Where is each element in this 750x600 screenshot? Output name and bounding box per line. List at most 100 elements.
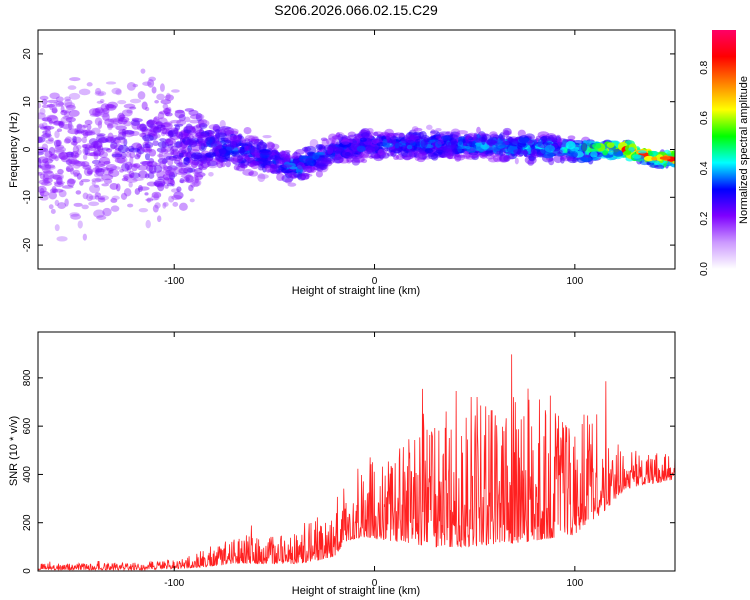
spectrogram-cell <box>352 157 365 163</box>
spectrogram-cell <box>254 152 261 159</box>
spectrogram-cell <box>236 165 246 172</box>
spectrogram-cell <box>271 149 278 156</box>
spectrogram-cell <box>398 132 405 138</box>
spectrogram-cell <box>125 151 132 158</box>
spectrogram-cell <box>243 127 252 135</box>
spectrogram-cell <box>123 120 132 127</box>
spectrogram-cell <box>168 171 176 180</box>
spectrogram-cell <box>406 144 413 150</box>
spectrogram-cell <box>60 116 73 123</box>
spectrogram-cell <box>287 182 297 187</box>
spectrogram-cell <box>148 148 157 157</box>
spectrogram-cell <box>284 178 293 184</box>
spectrogram-cell <box>75 130 83 135</box>
spectrogram-cell <box>106 168 114 172</box>
spectrogram-cell <box>208 124 220 130</box>
spectrogram-cell <box>190 181 196 188</box>
spectrogram-cell <box>63 110 70 118</box>
y-tick-label: -20 <box>22 237 33 252</box>
spectrogram-cell <box>154 202 161 209</box>
spectrogram-cell <box>120 151 127 160</box>
spectrogram-cell <box>123 175 129 181</box>
spectrogram-cell <box>64 101 76 109</box>
spectrogram-cell <box>99 111 110 118</box>
spectrogram-cell <box>256 157 266 162</box>
spectrogram-cell <box>40 181 53 187</box>
spectrogram-cell <box>41 98 48 105</box>
spectrogram-cell <box>86 123 92 131</box>
spectrogram-cell <box>95 169 106 173</box>
spectrogram-cell <box>624 150 632 155</box>
spectrogram-cell <box>121 109 133 117</box>
spectrogram-cell <box>58 189 67 198</box>
spectrogram-cell <box>164 94 174 101</box>
spectrogram-cell <box>177 162 184 168</box>
spectrogram-cell <box>206 160 218 167</box>
y-tick-label: -10 <box>22 190 33 205</box>
spectrogram-cell <box>159 127 170 135</box>
spectrogram-cell <box>82 129 89 138</box>
spectrogram-cell <box>590 151 598 158</box>
spectrogram-cell <box>247 138 257 142</box>
spectrogram-cell <box>91 180 96 186</box>
spectrogram-cell <box>176 119 187 126</box>
spectrogram-cell <box>122 174 133 179</box>
spectrogram-cell <box>145 107 150 112</box>
x-tick-label: -100 <box>164 276 184 287</box>
spectrogram-cell <box>141 101 148 110</box>
spectrogram-cell <box>64 198 69 207</box>
spectrogram-cell <box>105 164 118 171</box>
spectrogram-cell <box>587 148 599 152</box>
colorbar-tick-label: 0.6 <box>699 111 710 125</box>
spectrogram-cell <box>65 151 74 158</box>
spectrogram-cell <box>115 183 121 192</box>
spectrogram-cell <box>190 162 198 169</box>
x-tick-label: -100 <box>164 578 184 589</box>
spectrogram-cell <box>164 176 170 181</box>
spectrogram-cell <box>49 188 59 194</box>
spectrogram-cell <box>170 149 180 156</box>
spectrogram-cell <box>151 191 162 199</box>
spectrogram-cell <box>470 136 479 141</box>
spectrogram-cell <box>417 152 428 160</box>
spectrogram-cell <box>43 170 55 180</box>
spectrogram-cell <box>80 178 91 183</box>
spectrogram-cell <box>82 233 87 241</box>
spectrogram-cell <box>62 123 74 130</box>
spectrogram-cell <box>61 185 74 189</box>
spectrogram-cell <box>38 123 44 128</box>
spectrogram-cell <box>52 172 64 181</box>
spectrogram-cell <box>180 164 192 173</box>
spectrogram-cell <box>44 125 52 132</box>
spectrogram-cell <box>110 198 118 203</box>
spectrogram-cell <box>205 152 217 158</box>
spectrogram-cell <box>94 165 100 175</box>
spectrogram-cell <box>230 134 243 143</box>
spectrogram-cell <box>128 163 139 168</box>
spectrogram-cell <box>50 208 56 215</box>
spectrogram-cell <box>144 173 150 179</box>
spectrogram-cell <box>107 122 119 128</box>
spectrogram-cell <box>60 109 68 116</box>
spectrogram-cell <box>131 117 140 121</box>
spectrogram-cell <box>68 156 78 164</box>
spectrogram-cell <box>165 138 171 143</box>
spectrogram-cell <box>248 171 254 176</box>
spectrogram-cell <box>187 145 192 153</box>
spectrogram-cell <box>42 133 52 138</box>
spectrogram-cell <box>74 127 79 136</box>
spectrogram-cell <box>117 99 127 105</box>
spectrogram-cell <box>543 151 555 159</box>
spectrogram-cell <box>102 113 110 121</box>
spectrogram-cell <box>88 195 97 200</box>
spectrogram-cell <box>493 154 502 163</box>
spectrogram-cell <box>156 93 165 101</box>
chart-title: S206.2026.066.02.15.C29 <box>274 2 438 18</box>
spectrogram-cell <box>128 181 133 188</box>
colorbar: 0.0 0.2 0.4 0.6 0.8 Normalized spectral ampl… <box>699 30 750 276</box>
spectrogram-cell <box>487 157 499 163</box>
spectrogram-cell <box>264 164 271 169</box>
spectrogram-cell <box>68 109 80 117</box>
spectrogram-cell <box>225 160 231 168</box>
spectrogram-cell <box>65 151 75 155</box>
